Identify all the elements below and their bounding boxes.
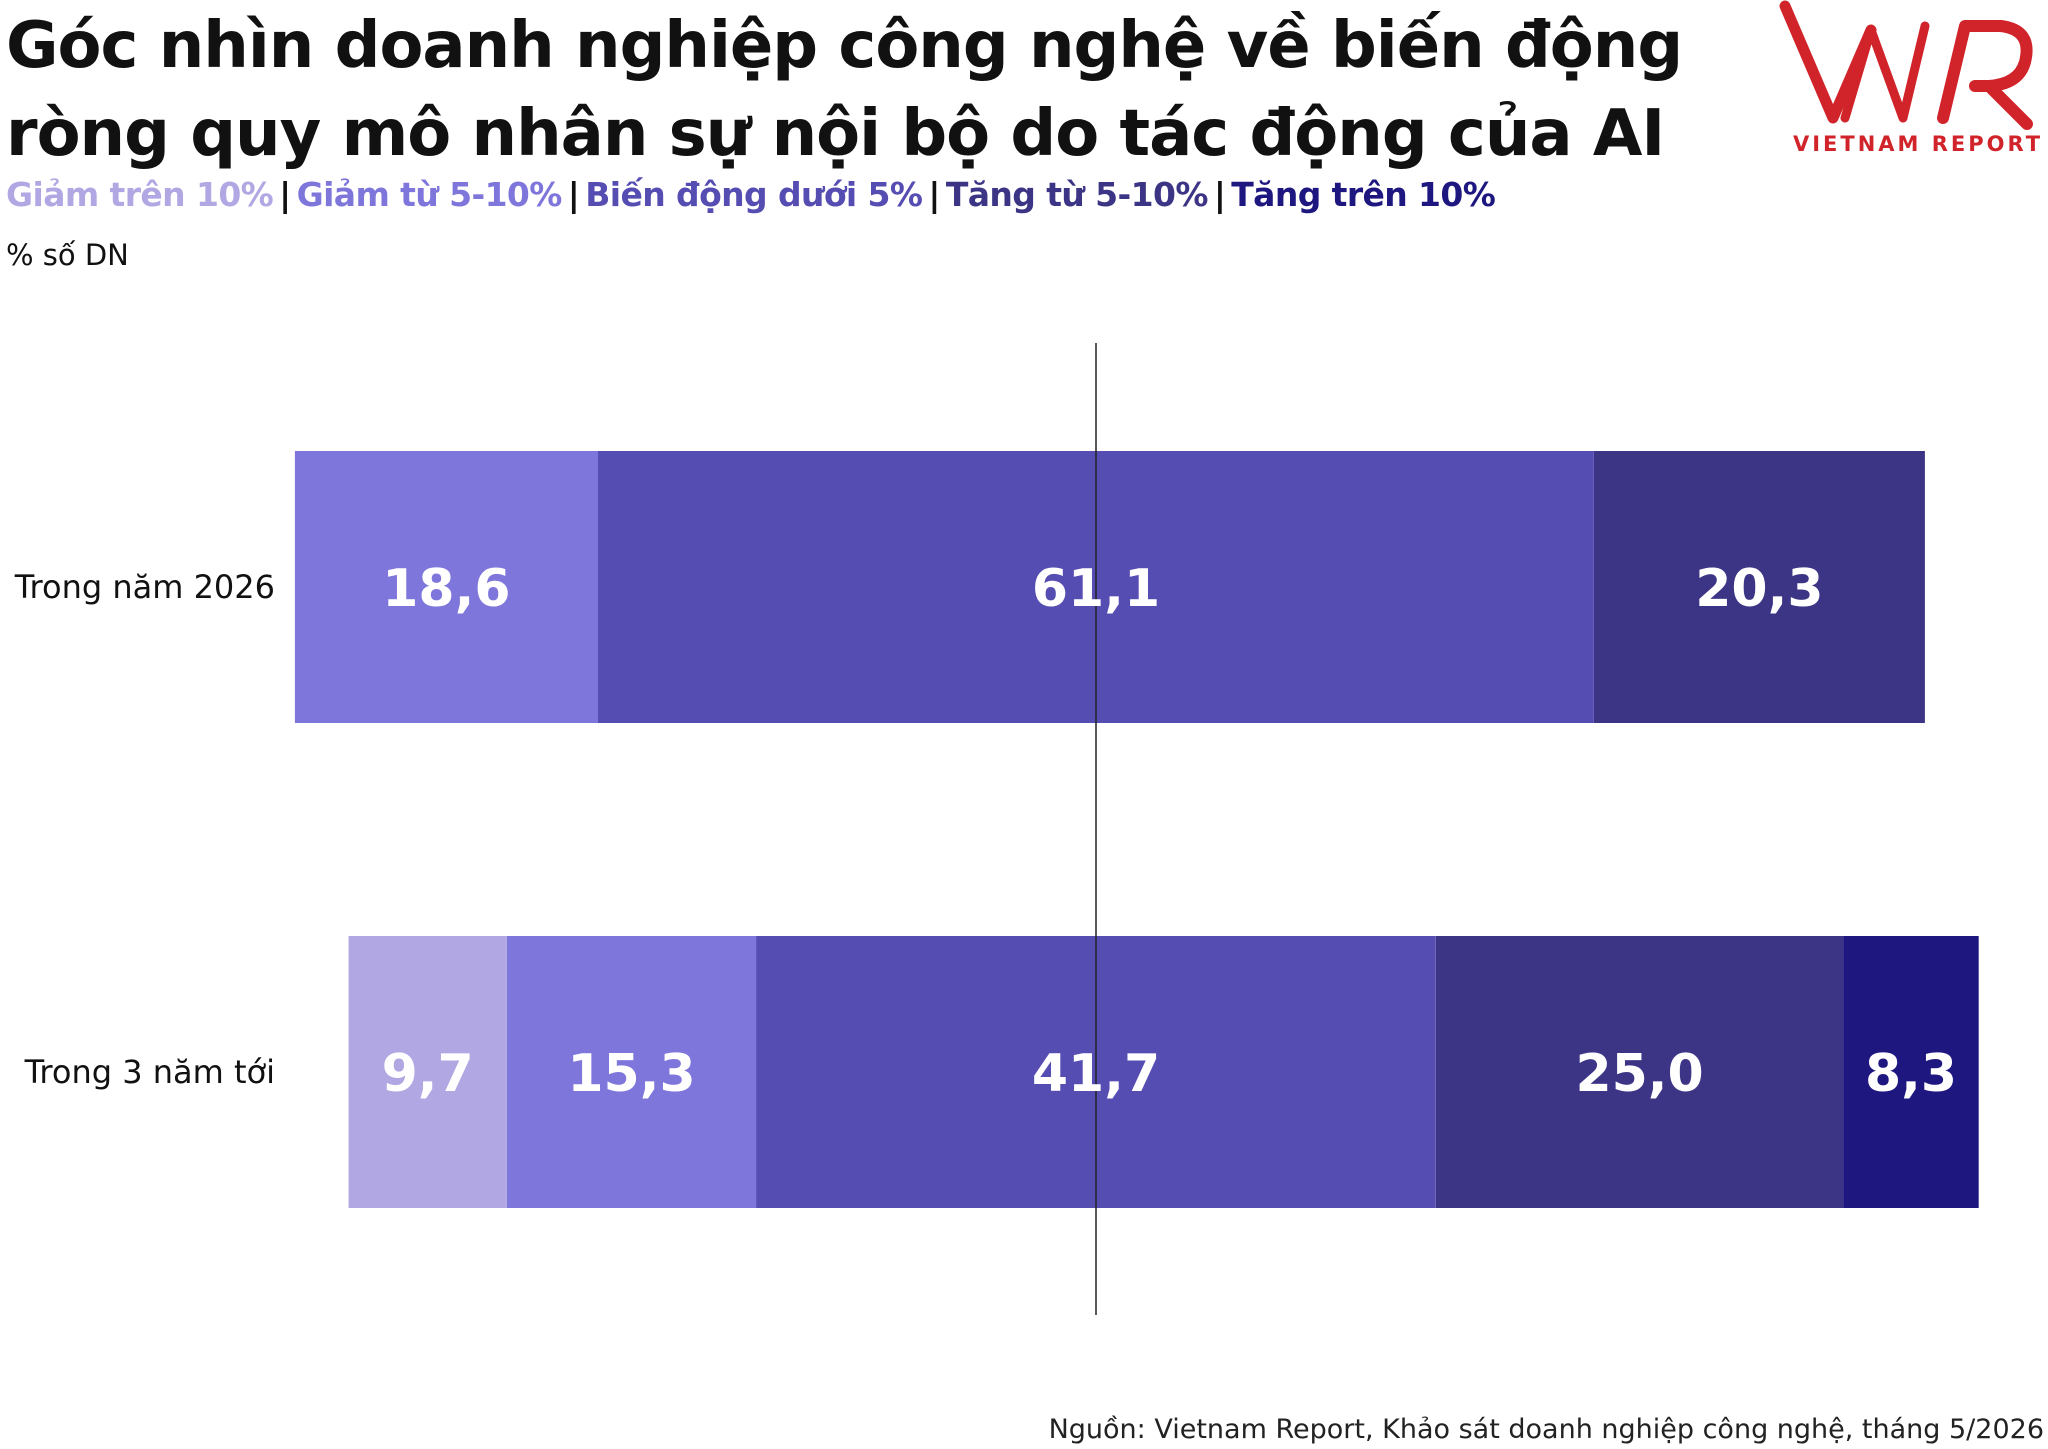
vietnam-report-logo bbox=[1779, 0, 2033, 130]
legend-item-giam-5-10: Giảm từ 5-10% bbox=[296, 175, 563, 214]
chart-title: Góc nhìn doanh nghiệp công nghệ về biến … bbox=[6, 9, 1683, 171]
legend-separator: | bbox=[279, 175, 291, 214]
category-label: Trong 3 năm tới bbox=[24, 1053, 275, 1091]
bar-value-label: 41,7 bbox=[1032, 1044, 1160, 1104]
chart-legend: Giảm trên 10% | Giảm từ 5-10% | Biến động dư… bbox=[6, 170, 1496, 220]
bar-segment bbox=[1843, 936, 1979, 1208]
legend-separator: | bbox=[1213, 175, 1226, 214]
bar-segment bbox=[348, 936, 507, 1208]
category-label: Trong năm 2026 bbox=[14, 568, 275, 606]
bar-value-label: 20,3 bbox=[1695, 559, 1823, 619]
value-labels: 18,6 61,1 20,3 9,7 15,3 41,7 25,0 8,3 bbox=[382, 559, 1957, 1104]
bar-value-label: 15,3 bbox=[567, 1044, 695, 1104]
bar-segment bbox=[1594, 451, 1925, 723]
legend-item-giam-tren-10: Giảm trên 10% bbox=[6, 175, 274, 214]
source-note: Nguồn: Vietnam Report, Khảo sát doanh ng… bbox=[1048, 1414, 2044, 1445]
logo-text: VIETNAM REPORT bbox=[1792, 132, 2044, 156]
legend-item-tang-5-10: Tăng từ 5-10% bbox=[945, 175, 1209, 214]
bars-layer bbox=[294, 451, 1979, 1208]
bar-segment bbox=[294, 451, 599, 723]
bar-value-label: 8,3 bbox=[1865, 1044, 1957, 1104]
legend-item-bien-dong-duoi-5: Biến động dưới 5% bbox=[585, 175, 923, 214]
bar-value-label: 61,1 bbox=[1032, 559, 1160, 619]
bar-value-label: 25,0 bbox=[1575, 1044, 1703, 1104]
legend-separator: | bbox=[928, 175, 940, 214]
bar-value-label: 9,7 bbox=[382, 1044, 474, 1104]
bar-value-label: 18,6 bbox=[382, 559, 510, 619]
legend-separator: | bbox=[567, 175, 580, 214]
unit-label: % số DN bbox=[6, 238, 129, 272]
bar-segment bbox=[1435, 936, 1844, 1208]
legend-item-tang-tren-10: Tăng trên 10% bbox=[1231, 175, 1496, 214]
bar-segment bbox=[506, 936, 757, 1208]
category-labels: Trong năm 2026 Trong 3 năm tới bbox=[14, 568, 275, 1091]
